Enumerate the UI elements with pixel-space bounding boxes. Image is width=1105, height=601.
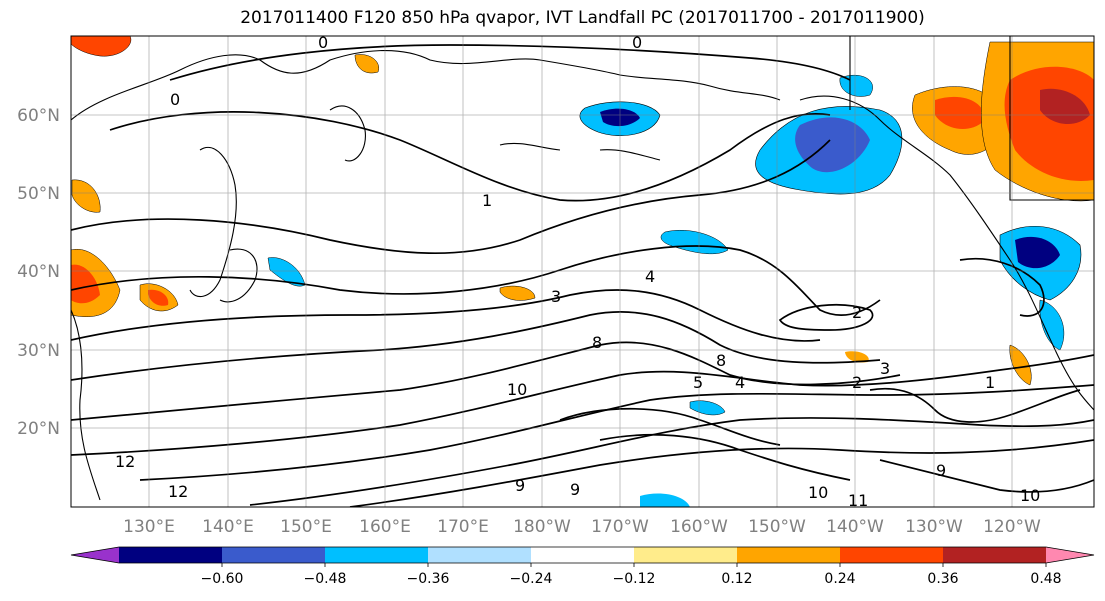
colorbar-segment [222, 547, 326, 563]
contour-label: 3 [880, 359, 890, 378]
latitude-axis: 60°N 50°N 40°N 30°N 20°N [17, 106, 60, 439]
contour-label: 1 [985, 373, 995, 392]
contour-label: 8 [592, 333, 602, 352]
shade-korea-pos-strong [148, 289, 169, 306]
contour-label: 8 [716, 351, 726, 370]
shade-pnw-neg-strong [1015, 236, 1060, 269]
contour-label: 4 [645, 267, 655, 286]
colorbar-tick-label: −0.12 [613, 571, 656, 587]
map-title: 2017011400 F120 850 hPa qvapor, IVT Land… [240, 8, 925, 28]
coastlines [71, 36, 1094, 501]
colorbar-tick-label: 0.48 [1030, 571, 1061, 587]
colorbar-segment [943, 547, 1047, 563]
lat-label: 40°N [17, 262, 60, 282]
colorbar-segment [325, 547, 429, 563]
lon-label: 170°E [437, 517, 489, 537]
lon-label: 130°E [123, 517, 175, 537]
lat-label: 20°N [17, 419, 60, 439]
shade-south-neg [640, 493, 690, 507]
lat-label: 50°N [17, 184, 60, 204]
colorbar-segment [119, 547, 223, 563]
lon-label: 130°W [905, 517, 963, 537]
colorbar-tick-label: −0.24 [510, 571, 553, 587]
shade-pos-blob-1 [354, 54, 380, 74]
lon-label: 150°E [280, 517, 332, 537]
lat-label: 30°N [17, 341, 60, 361]
colorbar-segment [428, 547, 532, 563]
lon-label: 150°W [748, 517, 806, 537]
lat-label: 60°N [17, 106, 60, 126]
lon-label: 160°E [359, 517, 411, 537]
contour-labels: 0 0 0 1 3 4 2 8 10 8 5 4 2 3 1 12 9 9 10… [115, 33, 1040, 510]
lon-label: 160°W [670, 517, 728, 537]
colorbar-segment [634, 547, 738, 563]
colorbar-tick-label: −0.36 [407, 571, 450, 587]
contour-label: 9 [570, 480, 580, 499]
colorbar-segment [531, 547, 635, 563]
shade-gulf-alaska-neg-mid [795, 117, 870, 173]
shade-midpac-neg [660, 229, 729, 255]
lon-label: 180°W [513, 517, 571, 537]
contour-label: 2 [852, 373, 862, 392]
contour-label: 11 [848, 491, 868, 510]
contour-label: 10 [507, 380, 527, 399]
colorbar-extend-low [71, 547, 119, 563]
contour-label: 12 [115, 452, 135, 471]
contour-label: 3 [551, 287, 561, 306]
contour-label: 9 [515, 476, 525, 495]
contour-label: 4 [735, 373, 745, 392]
shading-layer [71, 36, 1094, 507]
lon-label: 170°W [591, 517, 649, 537]
contour-label: 9 [936, 461, 946, 480]
lon-label: 140°W [826, 517, 884, 537]
shade-china-pos-strong [71, 264, 100, 304]
shade-canada-pos-strong [935, 96, 985, 130]
ivt-contours [71, 44, 1094, 507]
contour-label: 2 [852, 303, 862, 322]
shade-topleft-pos [71, 36, 132, 57]
colorbar-tick-label: 0.36 [927, 571, 958, 587]
contour-label: 0 [170, 90, 180, 109]
colorbar-segment [737, 547, 841, 563]
shade-pos-blob-2 [499, 285, 536, 301]
contour-label: 5 [693, 373, 703, 392]
contour-label: 0 [318, 33, 328, 52]
shade-pos-blob-3 [71, 179, 101, 213]
longitude-axis: 130°E 140°E 150°E 160°E 170°E 180°W 170°… [123, 517, 1041, 537]
map-content: 0 0 0 1 3 4 2 8 10 8 5 4 2 3 1 12 9 9 10… [71, 33, 1094, 510]
shade-pos-blob-4 [845, 351, 869, 363]
contour-label: 12 [168, 482, 188, 501]
colorbar-segment [840, 547, 944, 563]
graticule [71, 36, 1094, 507]
colorbar-tick-label: 0.12 [721, 571, 752, 587]
colorbar: −0.60 −0.48 −0.36 −0.24 −0.12 0.12 0.24 0.36 0.4… [70, 546, 1095, 587]
colorbar-tick-label: −0.60 [201, 571, 244, 587]
lon-label: 140°E [202, 517, 254, 537]
colorbar-tick-label: 0.24 [824, 571, 855, 587]
shade-pos-blob-5 [1009, 344, 1032, 386]
contour-label: 10 [808, 483, 828, 502]
colorbar-extend-high [1046, 547, 1094, 563]
contour-label: 1 [482, 191, 492, 210]
lon-label: 120°W [983, 517, 1041, 537]
colorbar-tick-label: −0.48 [304, 571, 347, 587]
contour-label: 0 [632, 33, 642, 52]
colorbar-outline [70, 546, 1095, 564]
contour-label: 10 [1020, 486, 1040, 505]
map-frame [70, 35, 1095, 508]
shade-gulf-alaska-neg-pale [839, 74, 873, 97]
